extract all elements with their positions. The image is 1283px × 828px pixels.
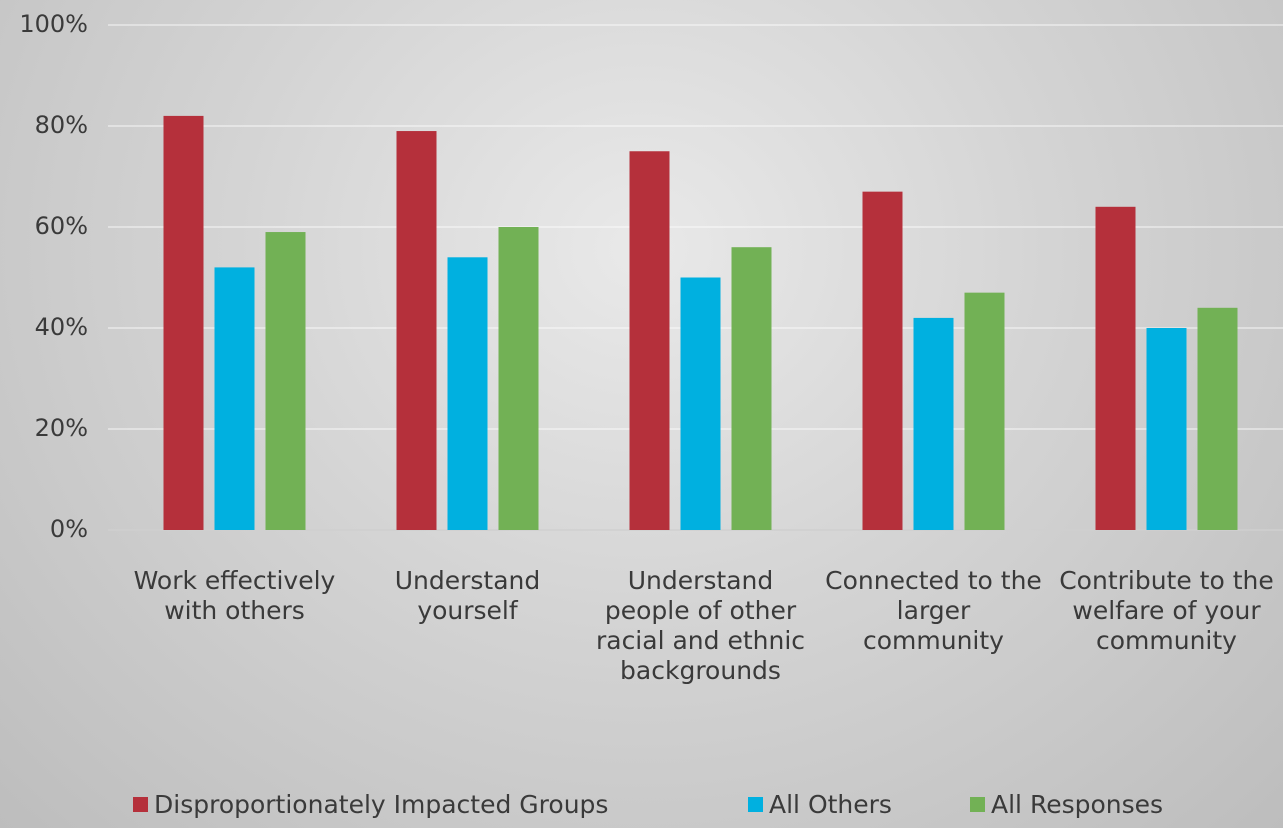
bar [1198,308,1238,530]
x-tick-label: Understand yourself [358,566,578,626]
y-tick-label: 60% [35,212,88,240]
bar [863,192,903,530]
legend-swatch [133,797,148,812]
legend-label: All Responses [991,790,1163,819]
bar [1096,207,1136,530]
x-tick-label: Contribute to the welfare of your commun… [1057,566,1277,656]
bar [681,278,721,531]
bar [914,318,954,530]
legend-item: All Others [748,790,892,819]
x-tick-label: Connected to the larger community [824,566,1044,656]
legend-swatch [970,797,985,812]
y-tick-label: 40% [35,313,88,341]
x-tick-label: Understand people of other racial and et… [591,566,811,686]
bar [448,257,488,530]
bar [1147,328,1187,530]
bar [266,232,306,530]
bar [732,247,772,530]
bar [164,116,204,530]
y-tick-label: 0% [50,515,88,543]
bar [965,293,1005,530]
legend-item: All Responses [970,790,1163,819]
legend-item: Disproportionately Impacted Groups [133,790,608,819]
chart: 0% 20% 40% 60% 80% 100% Work effectively with… [0,0,1283,828]
y-tick-label: 20% [35,414,88,442]
bar [630,151,670,530]
legend-swatch [748,797,763,812]
bar [397,131,437,530]
bar [215,267,255,530]
legend-label: Disproportionately Impacted Groups [154,790,608,819]
plot-area: 0% 20% 40% 60% 80% 100% [0,0,1283,828]
x-tick-label: Work effectively with others [125,566,345,626]
bar [499,227,539,530]
legend-label: All Others [769,790,892,819]
y-tick-label: 80% [35,111,88,139]
y-tick-label: 100% [19,10,88,38]
